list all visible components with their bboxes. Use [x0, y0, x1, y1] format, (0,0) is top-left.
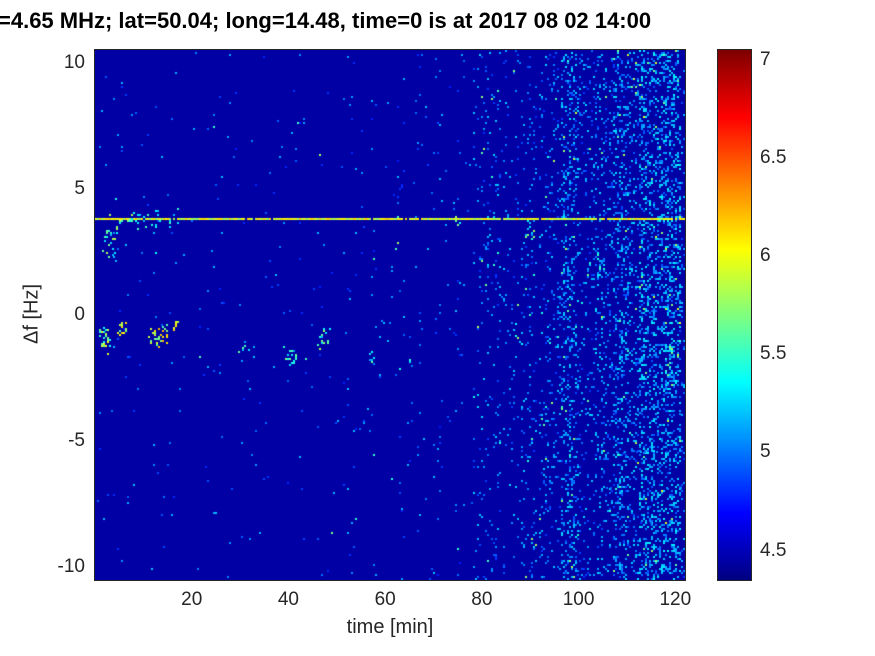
plot-title: =4.65 MHz; lat=50.04; long=14.48, time=0…: [0, 8, 652, 33]
plot-frame: [94, 49, 686, 581]
colorbar-frame: [717, 49, 752, 581]
y-tick-label: -5: [68, 430, 85, 452]
x-tick-label: 60: [374, 589, 396, 610]
x-tick-label: 80: [471, 589, 493, 610]
y-axis-label: Δf [Hz]: [20, 283, 43, 345]
y-tick-label: 0: [74, 304, 85, 325]
x-axis-label: time [min]: [346, 616, 434, 638]
x-tick-label: 120: [659, 589, 692, 610]
y-tick-label: 10: [63, 51, 85, 73]
x-tick-label: 40: [277, 589, 300, 610]
colorbar-tick-label: 5.5: [760, 343, 787, 365]
colorbar-tick-label: 5: [760, 441, 771, 463]
colorbar-canvas: [718, 50, 751, 580]
colorbar-tick-label: 6.5: [760, 146, 787, 168]
spectrogram-canvas: [95, 50, 685, 580]
colorbar-tick-label: 7: [760, 48, 771, 70]
y-tick-label: -10: [57, 556, 85, 578]
x-tick-label: 20: [181, 589, 203, 610]
y-tick-label: 5: [74, 177, 85, 199]
colorbar-tick-label: 4.5: [760, 539, 787, 561]
x-tick-label: 100: [562, 589, 595, 610]
colorbar-tick-label: 6: [760, 245, 771, 267]
